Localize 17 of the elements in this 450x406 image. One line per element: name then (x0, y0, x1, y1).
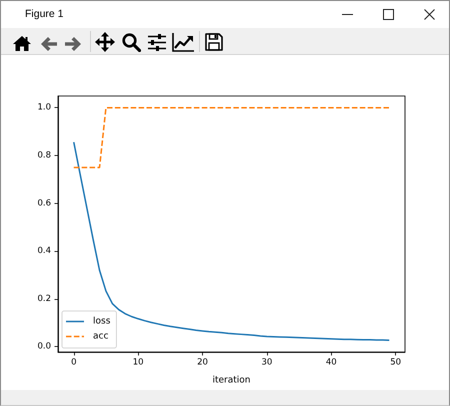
y-tick-label: 0.6 (37, 198, 51, 208)
y-tick-label: 0.0 (37, 342, 51, 352)
x-tick-label: 10 (132, 358, 144, 368)
x-axis-title: iteration (212, 376, 251, 386)
y-tick-label: 0.4 (37, 246, 51, 256)
x-tick-label: 40 (326, 358, 337, 368)
legend-label: loss (93, 316, 111, 326)
y-tick-label: 0.2 (37, 294, 51, 304)
x-tick-label: 30 (261, 358, 272, 368)
line-series (73, 141, 390, 342)
x-tick-label: 0 (71, 358, 76, 368)
y-tick-label: 1.0 (37, 102, 51, 113)
caption: Figure 1 (25, 8, 64, 20)
x-tick-label: 20 (197, 358, 208, 368)
y-tick-label: 0.8 (37, 150, 51, 161)
x-tick-label: 50 (390, 358, 402, 368)
legend-label: acc (93, 332, 108, 342)
